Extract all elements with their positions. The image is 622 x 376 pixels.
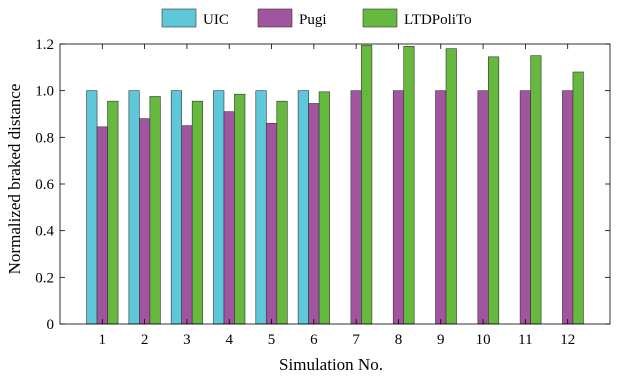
bar-ltdpolito-11 — [530, 55, 542, 325]
bar-uic-2 — [128, 90, 140, 325]
chart-axes: 00.20.40.60.81.01.21 2 3 4 5 6 7 8 9 10 11 12 — [35, 37, 611, 348]
x-tick-label: 9 — [437, 332, 445, 348]
bar-ltdpolito-9 — [445, 48, 457, 325]
legend-swatch-pugi — [257, 8, 293, 28]
bar-ltdpolito-5 — [276, 100, 288, 325]
legend-label-ltdpolito: LTDPoliTo — [404, 12, 472, 28]
bar-ltdpolito-12 — [572, 71, 584, 325]
bar-pugi-11 — [519, 90, 531, 325]
y-tick-label: 0.8 — [35, 130, 54, 146]
bar-pugi-12 — [562, 90, 574, 325]
bar-pugi-8 — [392, 90, 405, 325]
x-tick-label: 12 — [560, 332, 575, 348]
bar-pugi-7 — [350, 90, 362, 325]
legend-label-uic: UIC — [203, 12, 229, 28]
bar-pugi-5 — [265, 123, 278, 325]
bar-ltdpolito-3 — [191, 100, 203, 325]
bar-uic-6 — [297, 90, 309, 325]
bar-pugi-1 — [96, 126, 108, 325]
bar-pugi-4 — [223, 111, 235, 325]
bar-uic-1 — [86, 90, 98, 325]
x-tick-label: 10 — [476, 332, 491, 348]
bar-ltdpolito-10 — [488, 56, 500, 325]
y-tick-label: 0.4 — [35, 224, 54, 240]
bar-pugi-2 — [139, 118, 151, 325]
y-tick-label: 1.0 — [35, 84, 54, 100]
bar-pugi-10 — [477, 90, 489, 325]
legend-label-pugi: Pugi — [299, 12, 327, 28]
y-tick-label: 0 — [47, 317, 55, 333]
bar-uic-4 — [213, 90, 225, 325]
x-tick-label: 5 — [268, 332, 276, 348]
y-tick-label: 0.2 — [35, 270, 54, 286]
y-tick-label: 1.2 — [35, 37, 54, 53]
bar-ltdpolito-2 — [149, 96, 161, 325]
x-tick-label: 11 — [518, 332, 532, 348]
legend-swatch-uic — [161, 8, 197, 28]
x-axis-label: Simulation No. — [279, 355, 383, 374]
x-tick-label: 3 — [183, 332, 191, 348]
y-tick-label: 0.6 — [35, 177, 54, 193]
bar-ltdpolito-1 — [107, 100, 119, 325]
x-tick-label: 6 — [310, 332, 318, 348]
y-axis-label: Normalized braked distance — [5, 84, 24, 275]
bar-ltdpolito-7 — [361, 44, 373, 325]
x-tick-label: 1 — [99, 332, 107, 348]
bar-uic-5 — [255, 90, 267, 325]
chart-legend: UIC Pugi LTDPoliTo — [161, 8, 472, 28]
bar-uic-3 — [170, 90, 182, 325]
chart-bars — [86, 44, 584, 325]
x-tick-label: 7 — [352, 332, 360, 348]
x-tick-label: 4 — [225, 332, 233, 348]
bar-ltdpolito-4 — [234, 93, 246, 325]
bar-pugi-3 — [181, 125, 193, 325]
x-tick-label: 2 — [141, 332, 149, 348]
bar-pugi-9 — [435, 90, 447, 325]
bar-pugi-6 — [308, 103, 320, 325]
x-tick-label: 8 — [395, 332, 403, 348]
legend-swatch-ltdpolito — [362, 8, 398, 28]
bar-ltdpolito-8 — [403, 46, 415, 325]
bar-ltdpolito-6 — [318, 91, 330, 325]
